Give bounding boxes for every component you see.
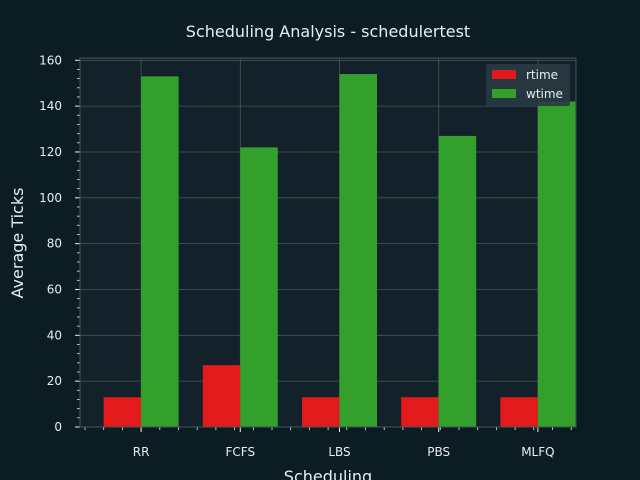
legend-label-wtime: wtime bbox=[526, 87, 563, 101]
axes: 0 20 40 60 80 100 120 140 160 RR FCFS LBS PBS MLFQ bbox=[39, 53, 577, 459]
y-tick-label: 40 bbox=[47, 328, 62, 342]
bar-wtime-mlfq bbox=[537, 101, 576, 428]
bar-rtime-rr bbox=[103, 397, 142, 427]
bar-rtime-pbs bbox=[401, 397, 439, 427]
y-axis-label: Average Ticks bbox=[8, 188, 27, 299]
x-tick-label: PBS bbox=[427, 445, 450, 459]
y-tick-label: 160 bbox=[39, 53, 62, 67]
bar-rtime-mlfq bbox=[500, 397, 538, 427]
x-tick-label: LBS bbox=[328, 445, 350, 459]
legend-swatch-rtime bbox=[492, 70, 516, 79]
y-tick-label: 20 bbox=[47, 374, 62, 388]
chart-title: Scheduling Analysis - schedulertest bbox=[186, 22, 470, 41]
x-tick-label: FCFS bbox=[226, 445, 256, 459]
y-tick-label: 0 bbox=[54, 420, 62, 434]
bar-wtime-lbs bbox=[339, 74, 377, 427]
y-tick-label: 100 bbox=[39, 191, 62, 205]
axes-frame bbox=[79, 57, 577, 428]
bar-rtime-fcfs bbox=[202, 365, 241, 427]
bar-wtime-rr bbox=[141, 76, 179, 428]
bars bbox=[103, 74, 576, 428]
x-axis-label: Scheduling bbox=[284, 467, 372, 480]
legend: rtime wtime bbox=[486, 64, 570, 106]
x-tick-label: RR bbox=[133, 445, 150, 459]
legend-swatch-wtime bbox=[492, 89, 516, 98]
y-tick-label: 140 bbox=[39, 99, 62, 113]
bar-wtime-fcfs bbox=[240, 147, 278, 428]
x-tick-label: MLFQ bbox=[521, 445, 554, 459]
y-tick-label: 80 bbox=[47, 237, 62, 251]
y-tick-label: 60 bbox=[47, 282, 62, 296]
bar-wtime-pbs bbox=[438, 135, 477, 427]
legend-label-rtime: rtime bbox=[526, 68, 558, 82]
bar-rtime-lbs bbox=[302, 397, 340, 427]
y-tick-label: 120 bbox=[39, 145, 62, 159]
